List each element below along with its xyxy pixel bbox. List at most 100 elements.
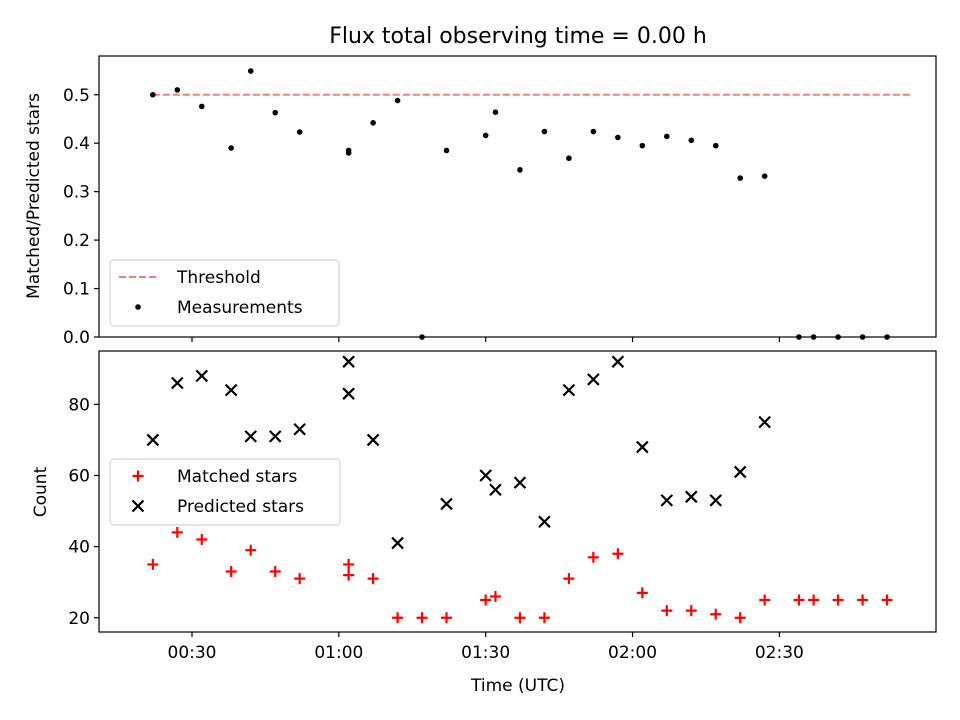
- predicted-star-point: [268, 430, 282, 443]
- y-tick-label: 0.2: [63, 231, 90, 251]
- measurement-point: [688, 137, 695, 144]
- top-panel-content: 0.0 0.1 0.2 0.3 0.4 0.5 Threshold Measurements: [63, 68, 912, 348]
- matched-star-point: [514, 612, 526, 624]
- matched-star-point: [171, 526, 183, 538]
- matched-star-point: [441, 612, 453, 624]
- matched-star-point: [245, 544, 257, 556]
- legend-label: Threshold: [176, 268, 261, 288]
- x-axis-label: Time (UTC): [470, 676, 565, 696]
- matched-star-point: [294, 573, 306, 585]
- bottom-panel-content: 20 40 60 80 00:30 01:00 01:30 02:00 02:30 Matched…: [68, 355, 893, 663]
- matched-star-point: [881, 594, 893, 606]
- x-tick-label: 01:00: [314, 643, 363, 663]
- measurement-point: [884, 334, 890, 340]
- predicted-star-point: [684, 490, 698, 504]
- measurement-point: [345, 150, 352, 156]
- matched-star-point: [793, 594, 805, 606]
- predicted-star-point: [709, 494, 723, 507]
- legend-measurement-swatch: [135, 304, 141, 310]
- predicted-star-point: [146, 433, 160, 447]
- predicted-star-point: [171, 376, 184, 390]
- predicted-star-point: [342, 355, 355, 368]
- measurement-point: [796, 334, 802, 340]
- measurement-point: [639, 142, 646, 149]
- matched-star-point: [147, 558, 159, 570]
- y-tick-label: 0.3: [63, 183, 90, 203]
- predicted-star-point: [224, 383, 238, 397]
- predicted-star-point: [513, 476, 527, 489]
- y-tick-label: 60: [68, 466, 90, 486]
- matched-star-point: [392, 612, 404, 624]
- measurement-point: [198, 103, 205, 110]
- legend-label: Matched stars: [177, 467, 297, 487]
- measurement-point: [174, 87, 181, 93]
- predicted-star-point: [440, 497, 453, 511]
- y-tick-label: 40: [68, 538, 90, 558]
- matched-star-point: [661, 605, 673, 617]
- matched-star-point: [685, 605, 697, 617]
- chart-title: Flux total observing time = 0.00 h: [329, 24, 707, 49]
- measurement-point: [566, 155, 572, 162]
- matched-star-point: [808, 594, 820, 606]
- predicted-star-point: [391, 536, 404, 550]
- measurement-point: [810, 334, 817, 340]
- legend-label: Predicted stars: [177, 497, 304, 517]
- matched-star-point: [489, 590, 501, 602]
- measurement-point: [590, 128, 597, 135]
- measurement-point: [419, 334, 425, 340]
- measurement-point: [394, 97, 401, 104]
- measurement-point: [150, 91, 156, 98]
- matched-star-point: [832, 594, 844, 606]
- predicted-star-point: [489, 483, 502, 496]
- legend-label: Measurements: [177, 298, 303, 318]
- bottom-panel: 20 40 60 80 00:30 01:00 01:30 02:00 02:30 Matched…: [31, 350, 937, 696]
- matched-star-point: [343, 569, 355, 581]
- predicted-star-point: [660, 494, 674, 507]
- measurement-point: [517, 167, 523, 173]
- matched-star-point: [269, 566, 281, 578]
- measurement-point: [712, 142, 719, 149]
- measurement-point: [247, 68, 254, 74]
- predicted-star-point: [342, 387, 355, 400]
- y-tick-label: 0.5: [63, 86, 90, 106]
- top-panel: 0.00.10.20.30.40.5ThresholdMeasurements …: [24, 55, 937, 348]
- matched-star-point: [225, 566, 237, 578]
- measurement-point: [859, 334, 866, 340]
- matched-star-point: [759, 594, 771, 606]
- predicted-star-point: [479, 469, 492, 482]
- matched-star-point: [416, 612, 428, 624]
- predicted-star-point: [611, 355, 625, 368]
- predicted-star-point: [538, 515, 551, 529]
- matched-star-point: [367, 573, 379, 585]
- bottom-plot-area: [98, 350, 937, 633]
- measurement-point: [663, 133, 670, 140]
- bottom-y-axis-label: Count: [31, 466, 51, 517]
- predicted-star-point: [562, 383, 576, 397]
- legend-box: [109, 259, 340, 327]
- y-tick-label: 0.0: [63, 328, 90, 348]
- matched-star-point: [196, 534, 208, 546]
- measurement-point: [615, 134, 621, 141]
- y-tick-label: 80: [68, 395, 90, 415]
- matched-star-point: [710, 608, 722, 620]
- x-tick-label: 00:30: [168, 643, 217, 663]
- predicted-star-point: [366, 433, 380, 447]
- predicted-star-point: [244, 430, 258, 443]
- measurement-point: [228, 145, 234, 151]
- measurement-point: [272, 109, 279, 116]
- legend-matched-swatch: [132, 470, 144, 482]
- measurement-point: [541, 128, 548, 135]
- legend-predicted-swatch: [131, 499, 145, 513]
- measurement-point: [443, 147, 450, 154]
- matched-star-point: [857, 594, 869, 606]
- predicted-star-point: [758, 415, 771, 429]
- measurement-point: [761, 173, 768, 179]
- measurement-point: [835, 334, 841, 340]
- y-tick-label: 0.4: [63, 134, 90, 154]
- matched-star-point: [636, 587, 648, 599]
- predicted-star-point: [733, 465, 747, 479]
- top-plot-area: [98, 55, 937, 338]
- x-tick-label: 02:00: [608, 643, 657, 663]
- x-tick-label: 02:30: [755, 643, 804, 663]
